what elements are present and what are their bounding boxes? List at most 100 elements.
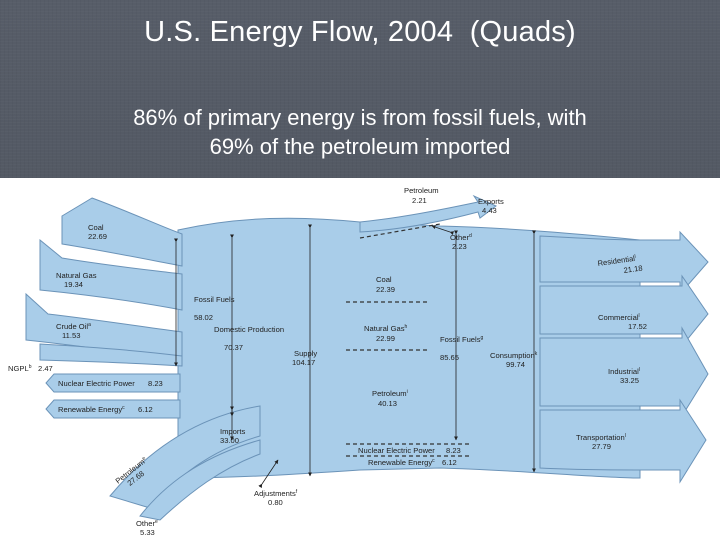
exports-other-name: Other xyxy=(450,233,469,242)
slide-subtitle: 86% of primary energy is from fossil fue… xyxy=(0,103,720,161)
ngpl-source-value: 2.47 xyxy=(38,364,53,373)
coal-source-label: Coal xyxy=(88,223,104,232)
commercial-name: Commercial xyxy=(598,313,639,322)
consumption-total-value: 99.74 xyxy=(506,360,525,369)
other-import-flow xyxy=(139,439,261,521)
industrial-output-flow xyxy=(539,326,709,418)
ngpl-input-flow xyxy=(39,343,183,367)
natural-gas-input-flow xyxy=(39,238,183,311)
consumption-fossil-value: 85.65 xyxy=(440,353,459,362)
consumption-renewable-sup: c xyxy=(432,458,435,464)
imports-petroleum-sup: e xyxy=(141,455,147,462)
imports-label: Imports xyxy=(220,427,246,436)
consumption-fossil-label: Fossil Fuelsg xyxy=(440,335,484,344)
consumption-petroleum-name: Petroleum xyxy=(372,389,407,398)
imports-other-value: 5.33 xyxy=(140,528,155,537)
supply-value: 104.17 xyxy=(292,358,315,367)
consumption-coal-value: 22.39 xyxy=(376,285,395,294)
exports-other-sup: d xyxy=(469,233,472,239)
imports-value: 33.00 xyxy=(220,436,239,445)
industrial-sup: l xyxy=(639,367,640,373)
adjustments-label: Adjustmentsf xyxy=(254,489,298,498)
imports-other-name: Other xyxy=(136,519,155,528)
nuclear-source-value: 8.23 xyxy=(148,379,163,388)
consumption-gas-label: Natural Gash xyxy=(364,324,408,333)
crude-oil-source-value: 11.53 xyxy=(62,331,80,340)
imports-other-sup: e xyxy=(155,519,158,525)
crude-oil-name: Crude Oil xyxy=(56,322,88,331)
adjustments-sup: f xyxy=(296,489,298,495)
exports-other-pointer xyxy=(431,225,455,236)
ngpl-source-label: NGPLb xyxy=(8,364,32,373)
supply-label: Supply xyxy=(294,349,317,358)
consumption-gas-name: Natural Gas xyxy=(364,324,405,333)
commercial-sector-label: Commerciall xyxy=(598,313,640,322)
domestic-production-label: Domestic Production xyxy=(214,325,284,334)
exports-petroleum-label: Petroleum xyxy=(404,186,439,195)
consumption-gas-value: 22.99 xyxy=(376,334,395,343)
subtitle-line-2: 69% of the petroleum imported xyxy=(209,134,511,159)
exports-value: 4.43 xyxy=(482,206,497,215)
ngpl-name: NGPL xyxy=(8,364,29,373)
renewable-sup: c xyxy=(122,405,125,411)
consumption-total-sup: k xyxy=(535,351,538,357)
nuclear-input-flow xyxy=(45,373,181,393)
crude-oil-sup: a xyxy=(88,322,91,328)
slide-title: U.S. Energy Flow, 2004 (Quads) xyxy=(144,16,576,48)
consumption-coal-label: Coal xyxy=(376,275,392,284)
fossil-fuels-label: Fossil Fuels xyxy=(194,295,235,304)
natural-gas-source-label: Natural Gas xyxy=(56,271,97,280)
industrial-name: Industrial xyxy=(608,367,639,376)
commercial-sup: l xyxy=(639,313,640,319)
transportation-sup: l xyxy=(625,433,626,439)
consumption-fossil-name: Fossil Fuels xyxy=(440,335,481,344)
industrial-sector-label: Industriall xyxy=(608,367,640,376)
fossil-fuels-value: 58.02 xyxy=(194,313,213,322)
residential-sup: l xyxy=(634,254,636,260)
consumption-nuclear-value: 8.23 xyxy=(446,446,461,455)
consumption-renewable-value: 6.12 xyxy=(442,458,457,467)
residential-sector-value: 21.18 xyxy=(623,263,643,275)
nuclear-source-label: Nuclear Electric Power xyxy=(58,379,135,388)
crude-oil-source-label: Crude Oila xyxy=(56,322,91,331)
consumption-renewable-name: Renewable Energy xyxy=(368,458,432,467)
transportation-name: Transportation xyxy=(576,433,625,442)
coal-source-value: 22.69 xyxy=(88,232,107,241)
consumption-petroleum-label: Petroleumi xyxy=(372,389,408,398)
adjustments-pointer xyxy=(258,459,279,489)
energy-flow-svg: Coal 22.69 Natural Gas 19.34 Crude Oila … xyxy=(8,186,709,537)
transportation-sector-label: Transportationl xyxy=(576,433,626,442)
consumption-renewable-label: Renewable Energyc xyxy=(368,458,435,467)
consumption-nuclear-label: Nuclear Electric Power xyxy=(358,446,435,455)
consumption-petroleum-sup: i xyxy=(407,389,408,395)
imports-other-label: Othere xyxy=(136,519,158,528)
ngpl-sup: b xyxy=(29,364,32,370)
exports-flow xyxy=(359,194,497,233)
coal-input-flow xyxy=(61,197,183,267)
renewable-input-flow xyxy=(45,399,181,419)
commercial-sector-value: 17.52 xyxy=(628,322,647,331)
renewable-source-label: Renewable Energyc xyxy=(58,405,125,414)
consumption-gas-sup: h xyxy=(405,324,408,330)
main-flow-band xyxy=(177,217,641,479)
exports-petroleum-value: 2.21 xyxy=(412,196,427,205)
renewable-name: Renewable Energy xyxy=(58,405,122,414)
exports-other-label: Otherd xyxy=(450,233,472,242)
exports-other-value: 2.23 xyxy=(452,242,467,251)
transportation-output-flow xyxy=(539,398,707,484)
natural-gas-source-value: 19.34 xyxy=(64,280,83,289)
domestic-production-value: 70.37 xyxy=(224,343,243,352)
consumption-total-label: Consumptionk xyxy=(490,351,538,360)
renewable-source-value: 6.12 xyxy=(138,405,153,414)
adjustments-name: Adjustments xyxy=(254,489,296,498)
transportation-sector-value: 27.79 xyxy=(592,442,611,451)
industrial-sector-value: 33.25 xyxy=(620,376,639,385)
consumption-total-name: Consumption xyxy=(490,351,535,360)
consumption-petroleum-value: 40.13 xyxy=(378,399,397,408)
residential-output-flow xyxy=(539,230,709,296)
consumption-fossil-sup: g xyxy=(481,335,484,341)
exports-label: Exports xyxy=(478,197,504,206)
commercial-output-flow xyxy=(539,274,709,348)
subtitle-line-1: 86% of primary energy is from fossil fue… xyxy=(133,105,587,130)
adjustments-value: 0.80 xyxy=(268,498,283,507)
